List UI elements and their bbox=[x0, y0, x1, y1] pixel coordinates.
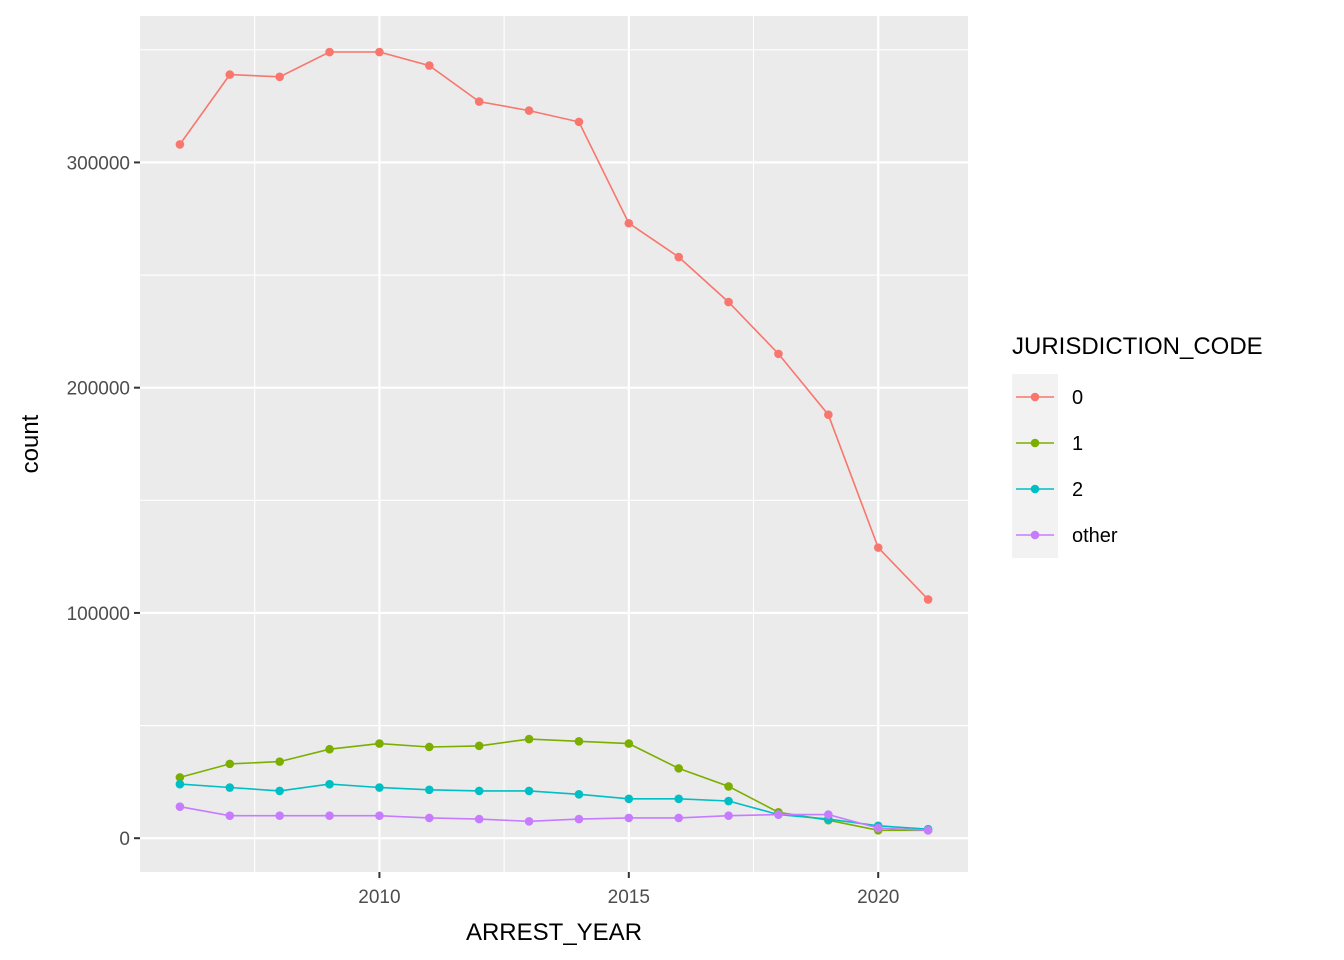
series-line-0 bbox=[179, 51, 929, 600]
data-point-0 bbox=[774, 349, 783, 359]
legend-key-point bbox=[1030, 530, 1040, 540]
data-point-other bbox=[674, 813, 683, 823]
legend-key-1: 1 bbox=[1012, 420, 1083, 466]
data-point-0 bbox=[574, 117, 584, 127]
data-point-0 bbox=[175, 140, 185, 149]
data-point-0 bbox=[325, 47, 334, 57]
data-point-0 bbox=[624, 218, 634, 228]
data-point-2 bbox=[524, 786, 534, 796]
data-point-0 bbox=[375, 47, 384, 57]
legend-key-point bbox=[1030, 438, 1040, 448]
data-point-1 bbox=[624, 739, 634, 748]
data-point-0 bbox=[425, 61, 434, 70]
y-axis: 0 100000 200000 300000 bbox=[67, 153, 140, 850]
legend-key-2: 2 bbox=[1012, 466, 1083, 512]
data-point-1 bbox=[325, 744, 334, 754]
data-point-2 bbox=[375, 783, 384, 792]
data-point-other bbox=[574, 814, 584, 824]
data-point-0 bbox=[524, 106, 534, 115]
legend-label: other bbox=[1072, 525, 1118, 547]
y-tick-label: 0 bbox=[119, 829, 130, 850]
x-axis-title: ARREST_YEAR bbox=[466, 919, 642, 946]
series-layer bbox=[175, 47, 933, 835]
legend-key-point bbox=[1030, 392, 1040, 402]
data-point-0 bbox=[824, 410, 833, 420]
data-point-other bbox=[325, 811, 334, 820]
data-point-other bbox=[923, 826, 933, 835]
data-point-2 bbox=[574, 789, 584, 799]
data-point-0 bbox=[275, 72, 284, 82]
data-point-1 bbox=[375, 739, 384, 748]
data-point-2 bbox=[474, 786, 484, 796]
data-point-2 bbox=[275, 786, 284, 796]
data-point-2 bbox=[425, 785, 434, 795]
data-point-other bbox=[724, 811, 733, 820]
data-point-0 bbox=[225, 70, 235, 79]
series-line-2 bbox=[179, 783, 929, 830]
legend-label: 2 bbox=[1072, 479, 1083, 501]
data-point-other bbox=[774, 810, 783, 819]
legend-key-other: other bbox=[1012, 512, 1118, 558]
minor-gridlines bbox=[140, 16, 968, 872]
x-tick-label: 2020 bbox=[857, 887, 899, 908]
legend-key-point bbox=[1030, 484, 1040, 494]
legend-label: 0 bbox=[1072, 387, 1083, 409]
data-point-2 bbox=[724, 796, 733, 806]
data-point-1 bbox=[474, 741, 484, 751]
data-point-0 bbox=[873, 543, 883, 552]
legend-key-0: 0 bbox=[1012, 374, 1083, 420]
legend: JURISDICTION_CODE 0 1 2 other bbox=[1012, 333, 1263, 558]
data-point-other bbox=[225, 811, 235, 820]
y-tick-label: 300000 bbox=[67, 153, 130, 174]
major-gridlines bbox=[140, 16, 968, 872]
data-point-0 bbox=[674, 252, 683, 262]
data-point-2 bbox=[325, 779, 334, 789]
legend-title: JURISDICTION_CODE bbox=[1012, 333, 1263, 360]
data-point-other bbox=[175, 802, 185, 811]
x-axis: 2010 2015 2020 bbox=[358, 872, 899, 908]
series-other bbox=[175, 802, 933, 835]
data-point-1 bbox=[724, 782, 733, 791]
data-point-1 bbox=[175, 773, 185, 782]
y-axis-title: count bbox=[17, 414, 44, 473]
series-line-other bbox=[179, 805, 929, 832]
x-tick-label: 2010 bbox=[358, 887, 400, 908]
data-point-1 bbox=[674, 764, 683, 773]
y-tick-label: 100000 bbox=[67, 604, 130, 625]
data-point-2 bbox=[674, 794, 683, 804]
x-tick-label: 2015 bbox=[608, 887, 650, 908]
data-point-other bbox=[474, 814, 484, 824]
data-point-1 bbox=[275, 757, 284, 766]
data-point-0 bbox=[724, 297, 733, 307]
data-point-other bbox=[375, 811, 384, 820]
data-point-other bbox=[275, 811, 284, 820]
data-point-1 bbox=[225, 759, 235, 769]
data-point-other bbox=[425, 813, 434, 823]
data-point-other bbox=[524, 817, 534, 826]
data-point-other bbox=[873, 823, 883, 833]
data-point-other bbox=[824, 810, 833, 819]
data-point-1 bbox=[524, 734, 534, 744]
data-point-1 bbox=[574, 737, 584, 746]
panel-background bbox=[140, 16, 968, 872]
series-0 bbox=[175, 47, 933, 604]
data-point-2 bbox=[624, 794, 634, 804]
data-point-2 bbox=[225, 783, 235, 792]
data-point-0 bbox=[474, 97, 484, 106]
data-point-1 bbox=[425, 742, 434, 752]
data-point-other bbox=[624, 813, 634, 823]
y-tick-label: 200000 bbox=[67, 379, 130, 400]
legend-label: 1 bbox=[1072, 433, 1083, 455]
data-point-0 bbox=[923, 595, 933, 604]
data-point-2 bbox=[175, 779, 185, 789]
